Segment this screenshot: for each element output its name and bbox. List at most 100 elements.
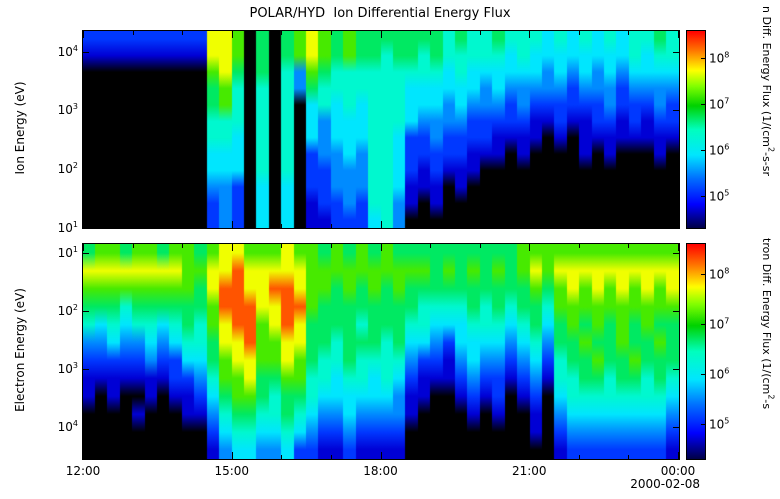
y-tick-mark <box>673 311 679 312</box>
y-tick-label: 101 <box>57 244 78 260</box>
y-tick-mark <box>673 110 679 111</box>
x-tick-mark <box>133 244 134 248</box>
y-tick-mark <box>673 228 679 229</box>
colorbar-tick-mark <box>701 196 705 197</box>
colorbar-tick-mark <box>701 104 705 105</box>
x-tick-mark <box>529 452 530 459</box>
x-tick-mark <box>381 221 382 228</box>
x-tick-mark <box>281 455 282 459</box>
y-tick-label: 104 <box>57 418 78 434</box>
x-tick-mark <box>628 244 629 248</box>
y-tick-mark <box>83 169 89 170</box>
ion-colorbar-canvas <box>687 31 705 228</box>
colorbar-tick-mark <box>701 150 705 151</box>
colorbar-tick-label: 105 <box>709 188 730 204</box>
x-tick-mark <box>480 224 481 228</box>
x-tick-mark <box>381 452 382 459</box>
x-tick-mark <box>381 244 382 251</box>
ion-colorbar-label: n Diff. Energy Flux (1/(cm2-s-sr <box>760 6 776 177</box>
x-tick-mark <box>579 244 580 248</box>
y-tick-mark <box>673 253 679 254</box>
electron-colorbar <box>686 243 706 460</box>
x-tick-label: 15:00 <box>214 464 250 478</box>
electron-spectrogram-canvas <box>83 244 679 459</box>
x-tick-mark <box>232 221 233 228</box>
date-label: 2000-02-08 <box>630 477 700 491</box>
colorbar-tick-label: 106 <box>709 366 730 382</box>
x-tick-mark <box>232 452 233 459</box>
x-tick-label: 21:00 <box>511 464 547 478</box>
x-tick-mark <box>579 455 580 459</box>
x-tick-mark <box>83 452 84 459</box>
x-tick-mark <box>430 224 431 228</box>
x-tick-mark <box>430 244 431 248</box>
colorbar-tick-mark <box>701 274 705 275</box>
x-tick-mark <box>480 244 481 248</box>
x-tick-mark <box>529 31 530 38</box>
x-tick-mark <box>529 221 530 228</box>
electron-colorbar-canvas <box>687 244 705 459</box>
x-tick-mark <box>430 31 431 35</box>
x-tick-mark <box>480 455 481 459</box>
x-tick-mark <box>628 31 629 35</box>
colorbar-tick-mark <box>701 324 705 325</box>
electron-energy-axis-label: Electron Energy (eV) <box>13 288 27 412</box>
y-tick-mark <box>673 52 679 53</box>
colorbar-tick-label: 106 <box>709 142 730 158</box>
y-tick-mark <box>673 427 679 428</box>
y-tick-label: 103 <box>57 360 78 376</box>
x-tick-label: 18:00 <box>363 464 398 478</box>
x-tick-mark <box>678 221 679 228</box>
y-tick-label: 102 <box>57 302 78 318</box>
x-tick-mark <box>232 244 233 251</box>
x-tick-mark <box>331 244 332 248</box>
y-tick-label: 102 <box>57 160 78 176</box>
x-tick-mark <box>529 244 530 251</box>
x-tick-mark <box>83 244 84 251</box>
y-tick-label: 103 <box>57 102 78 118</box>
x-tick-mark <box>381 31 382 38</box>
colorbar-tick-label: 105 <box>709 416 730 432</box>
x-tick-mark <box>83 221 84 228</box>
y-tick-mark <box>83 110 89 111</box>
x-tick-mark <box>182 244 183 248</box>
colorbar-tick-label: 107 <box>709 316 730 332</box>
figure-title: POLAR/HYD Ion Differential Energy Flux <box>249 6 511 21</box>
x-tick-label: 12:00 <box>65 464 101 478</box>
y-tick-mark <box>83 427 89 428</box>
y-tick-label: 104 <box>57 43 78 59</box>
x-tick-mark <box>182 224 183 228</box>
x-tick-mark <box>182 455 183 459</box>
x-tick-mark <box>628 224 629 228</box>
y-tick-mark <box>83 253 89 254</box>
y-tick-mark <box>83 311 89 312</box>
x-tick-mark <box>678 244 679 251</box>
y-tick-label: 101 <box>57 219 78 235</box>
y-tick-mark <box>83 369 89 370</box>
colorbar-tick-mark <box>701 374 705 375</box>
colorbar-tick-mark <box>701 424 705 425</box>
y-tick-mark <box>83 228 89 229</box>
y-tick-mark <box>673 369 679 370</box>
x-tick-mark <box>133 455 134 459</box>
x-tick-mark <box>331 224 332 228</box>
x-tick-mark <box>678 31 679 38</box>
electron-spectrogram-panel <box>82 243 680 460</box>
colorbar-tick-label: 108 <box>709 266 730 282</box>
x-tick-mark <box>182 31 183 35</box>
x-tick-mark <box>281 31 282 35</box>
y-tick-mark <box>673 169 679 170</box>
x-tick-mark <box>83 31 84 38</box>
x-tick-mark <box>133 224 134 228</box>
ion-spectrogram-panel <box>82 30 680 229</box>
colorbar-tick-mark <box>701 58 705 59</box>
x-tick-mark <box>133 31 134 35</box>
electron-colorbar-label: tron Diff. Energy Flux (1/(cm2-s <box>760 238 776 410</box>
x-tick-mark <box>579 224 580 228</box>
colorbar-tick-label: 108 <box>709 50 730 66</box>
x-tick-mark <box>480 31 481 35</box>
x-tick-mark <box>331 31 332 35</box>
x-tick-mark <box>331 455 332 459</box>
x-tick-mark <box>430 455 431 459</box>
